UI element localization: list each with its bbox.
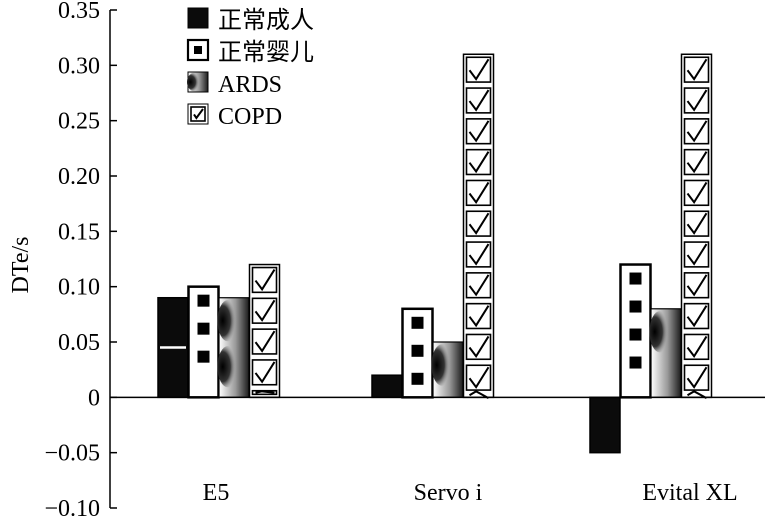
y-tick-label: 0.35 <box>58 0 100 24</box>
bar <box>431 341 464 398</box>
legend-label: 正常成人 <box>218 7 314 34</box>
y-axis-title: DTe/s <box>8 237 34 294</box>
y-tick-label: 0.25 <box>58 109 100 135</box>
bar <box>157 296 189 399</box>
bar <box>589 396 621 454</box>
legend-label: COPD <box>218 104 282 130</box>
y-tick-label: 0.15 <box>58 219 100 245</box>
y-tick-label: −0.05 <box>44 441 100 467</box>
bar <box>619 263 652 399</box>
bar <box>371 374 403 399</box>
x-category-label: E5 <box>203 480 230 506</box>
bar <box>248 263 281 399</box>
x-category-label: Servo i <box>414 480 483 506</box>
y-tick-label: 0.30 <box>58 53 100 79</box>
y-tick-label: 0.10 <box>58 275 100 301</box>
x-category-label: Evital XL <box>642 480 737 506</box>
legend-swatch <box>187 103 209 125</box>
legend-swatch <box>187 71 209 93</box>
bar <box>649 308 682 398</box>
bar <box>401 307 434 399</box>
legend-label: ARDS <box>218 72 282 98</box>
y-tick-label: −0.10 <box>44 496 100 518</box>
plot-area: 0.350.300.250.200.150.100.050−0.05−0.10 … <box>44 0 765 518</box>
y-tick-label: 0 <box>88 385 100 411</box>
bar <box>217 297 250 398</box>
y-tick-label: 0.05 <box>58 330 100 356</box>
y-tick-label: 0.20 <box>58 164 100 190</box>
bar <box>680 53 713 399</box>
bar <box>187 285 220 399</box>
legend-label: 正常婴儿 <box>218 39 314 66</box>
legend-swatch <box>187 7 209 29</box>
bar <box>462 53 495 399</box>
legend-swatch <box>186 38 210 62</box>
